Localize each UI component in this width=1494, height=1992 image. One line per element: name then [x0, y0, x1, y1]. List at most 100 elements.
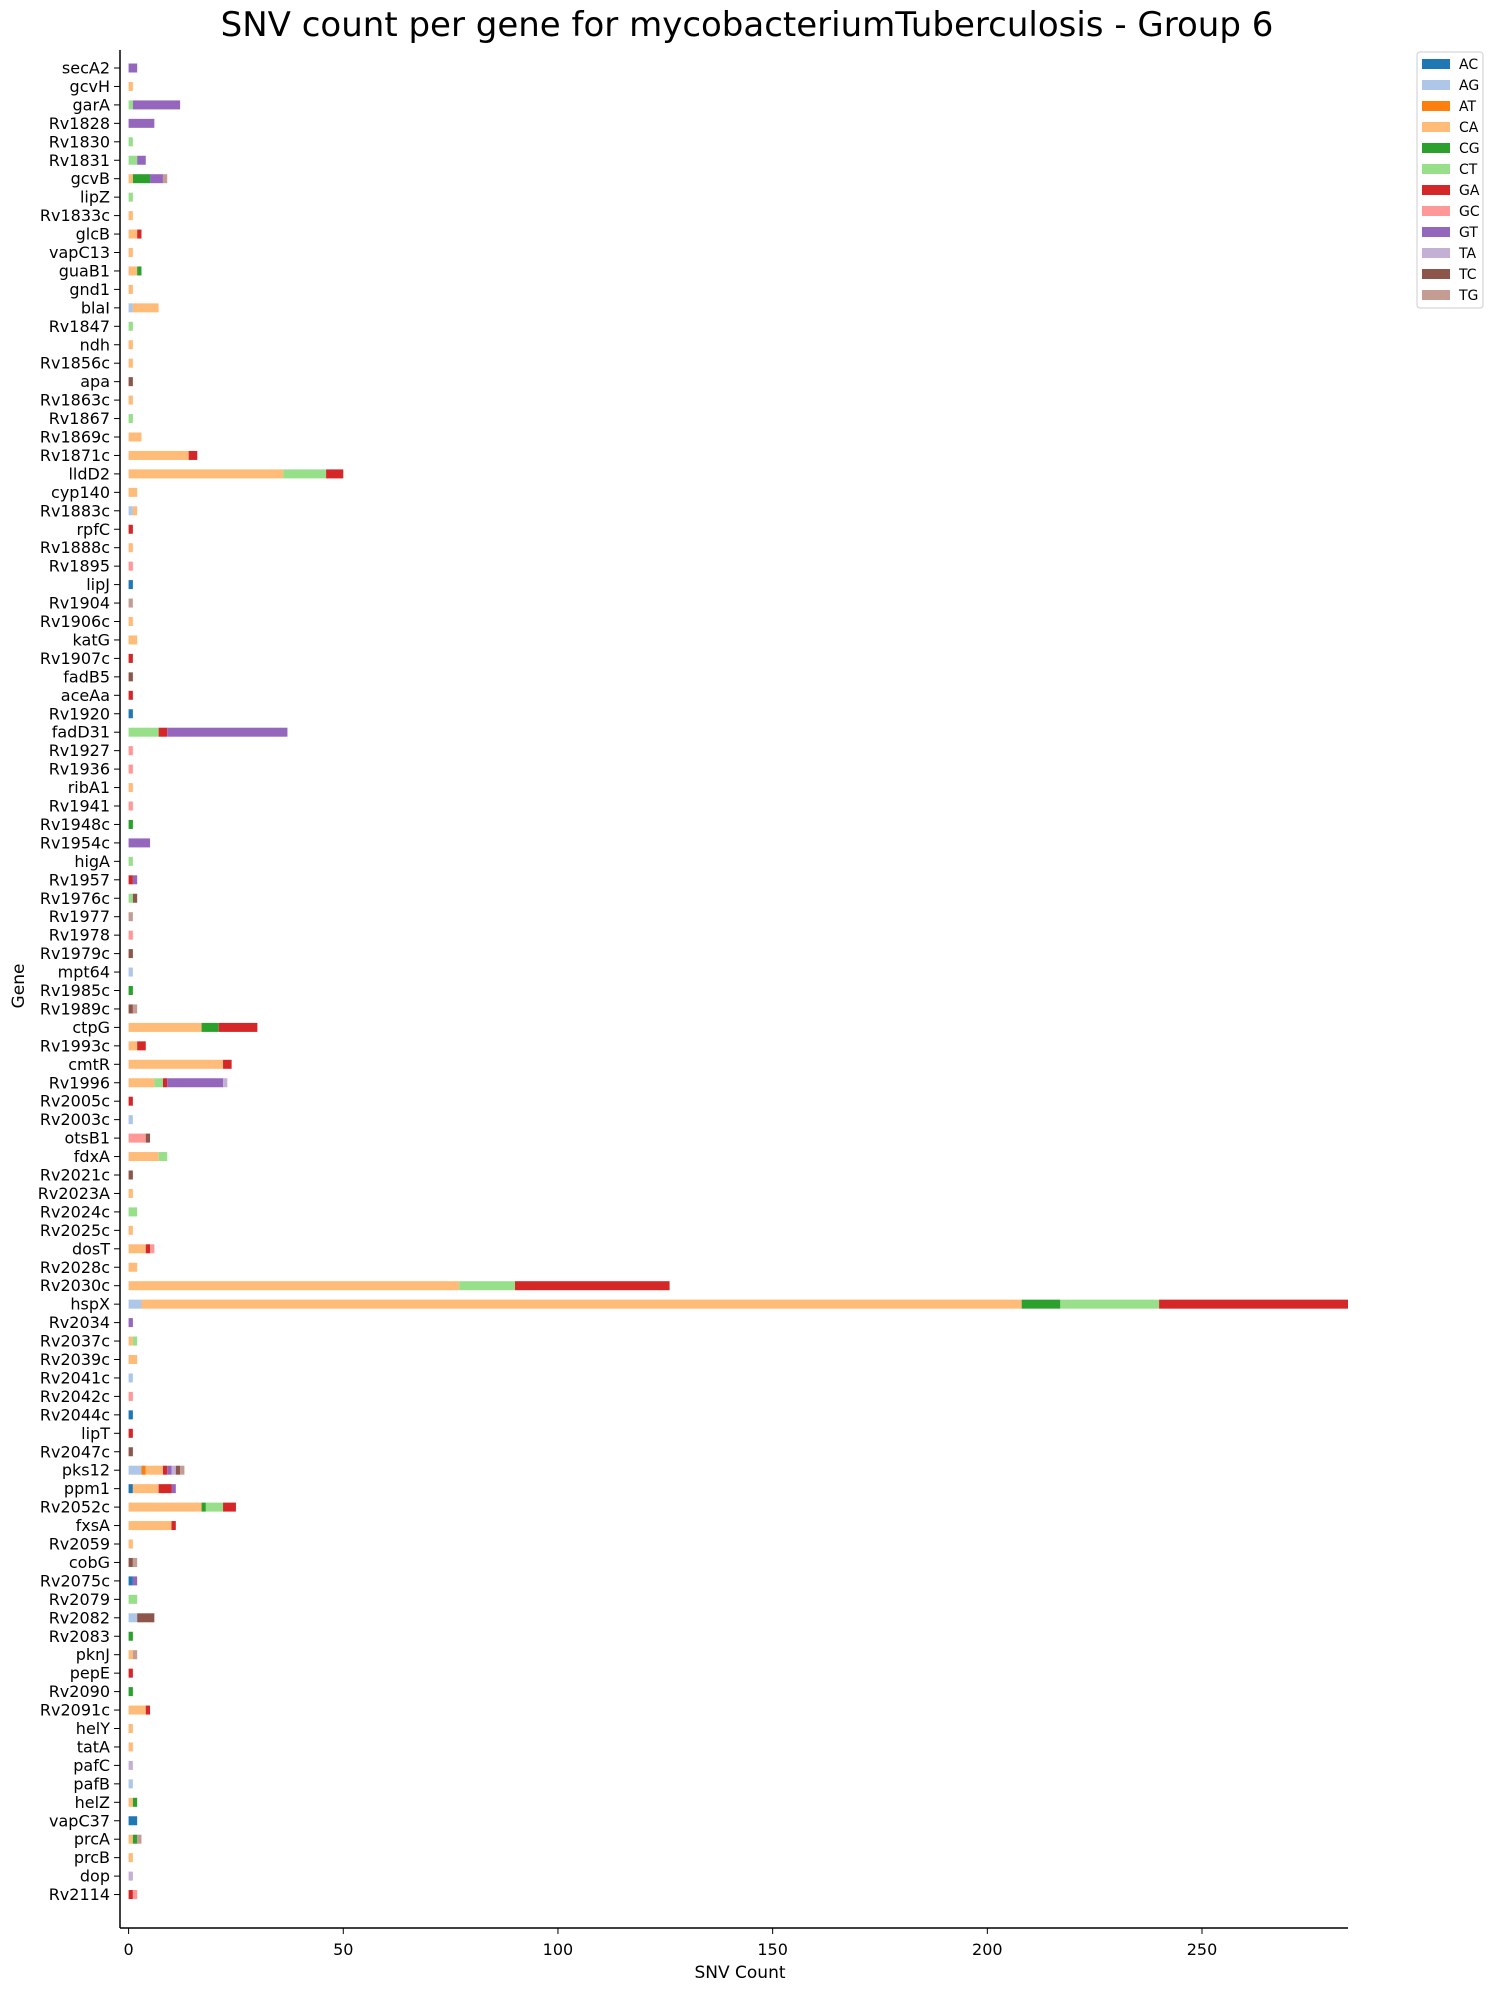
- x-tick-label: 200: [972, 1940, 1003, 1959]
- bar-Rv1978-GC: [128, 930, 133, 940]
- bar-Rv2024c-CT: [128, 1207, 138, 1217]
- y-tick-label: Rv2114: [49, 1885, 110, 1904]
- bar-Rv2075c-AC: [128, 1576, 133, 1586]
- legend-swatch-GA: [1422, 185, 1450, 195]
- bar-Rv1920-AC: [128, 709, 133, 719]
- bar-Rv1831-CT: [128, 155, 138, 165]
- bar-gcvB-CA: [128, 174, 133, 184]
- bar-Rv1996-CA: [128, 1078, 155, 1088]
- y-tick-label: Rv2079: [49, 1590, 110, 1609]
- x-tick-label: 0: [123, 1940, 133, 1959]
- bar-otsB1-GC: [128, 1133, 146, 1143]
- bar-Rv2082-AG: [128, 1613, 138, 1623]
- y-tick-label: cmtR: [68, 1055, 110, 1074]
- y-tick-label: Rv1936: [49, 760, 110, 779]
- y-tick-label: Rv1941: [49, 797, 110, 816]
- legend-label-GC: GC: [1459, 204, 1480, 220]
- bar-glcB-GA: [137, 229, 142, 239]
- y-tick-label: tatA: [77, 1737, 110, 1756]
- bar-lipJ-AC: [128, 580, 133, 590]
- bar-Rv1888c-CA: [128, 543, 133, 553]
- bar-secA2-GT: [128, 63, 138, 73]
- y-tick-label: helY: [76, 1719, 110, 1738]
- y-tick-label: Rv2030c: [40, 1276, 110, 1295]
- y-tick-label: Rv1948c: [40, 815, 110, 834]
- bar-lldD2-CT: [283, 469, 327, 479]
- legend-swatch-AT: [1422, 101, 1450, 111]
- legend-swatch-TA: [1422, 248, 1450, 258]
- bar-Rv1828-GT: [128, 118, 155, 128]
- bar-ppm1-GT: [171, 1484, 176, 1494]
- bar-fadB5-TC: [128, 672, 133, 682]
- bar-rpfC-GA: [128, 524, 133, 534]
- legend-label-CT: CT: [1459, 162, 1478, 178]
- bar-Rv2091c-GA: [145, 1705, 151, 1715]
- bar-Rv1831-GT: [137, 155, 146, 165]
- y-tick-label: Rv2082: [49, 1608, 110, 1627]
- y-axis-label: Gene: [9, 964, 29, 1009]
- legend-label-AG: AG: [1459, 78, 1479, 94]
- bar-vapC37-AC: [128, 1816, 138, 1826]
- legend-swatch-GC: [1422, 206, 1450, 216]
- bar-pks12-AG: [128, 1465, 142, 1475]
- bar-pks12-TC: [175, 1465, 181, 1475]
- bar-Rv2021c-TC: [128, 1170, 133, 1180]
- bar-garA-CT: [128, 100, 133, 110]
- x-tick-label: 100: [543, 1940, 574, 1959]
- bar-pks12-GA: [162, 1465, 168, 1475]
- bar-Rv2041c-AG: [128, 1373, 133, 1383]
- bar-Rv1996-TA: [223, 1078, 228, 1088]
- y-tick-label: Rv1907c: [40, 649, 110, 668]
- bar-Rv1996-CT: [154, 1078, 163, 1088]
- bar-Rv2075c-GT: [132, 1576, 138, 1586]
- bar-Rv1883c-AG: [128, 506, 133, 516]
- bar-Rv2079-CT: [128, 1594, 138, 1604]
- y-tick-label: fxsA: [76, 1516, 110, 1535]
- bar-Rv2082-TC: [137, 1613, 155, 1623]
- y-tick-label: Rv1856c: [40, 354, 110, 373]
- bar-fadD31-CT: [128, 727, 159, 737]
- bar-Rv2044c-AC: [128, 1410, 133, 1420]
- bar-gnd1-CA: [128, 284, 133, 294]
- y-tick-label: Rv1920: [49, 704, 110, 723]
- bar-Rv2052c-CA: [128, 1502, 202, 1512]
- y-tick-label: Rv2052c: [40, 1498, 110, 1517]
- bar-helY-CA: [128, 1724, 133, 1733]
- y-tick-label: Rv1867: [49, 409, 110, 428]
- bar-gcvB-TG: [162, 174, 168, 184]
- bar-Rv2114-GA: [128, 1890, 133, 1900]
- bar-guaB1-CA: [128, 266, 138, 276]
- y-tick-label: dosT: [72, 1239, 110, 1258]
- y-tick-label: Rv1993c: [40, 1036, 110, 1055]
- bar-Rv2052c-CT: [205, 1502, 224, 1512]
- legend-label-GA: GA: [1459, 183, 1480, 199]
- y-tick-label: Rv1831: [49, 151, 110, 170]
- bar-hspX-CG: [1021, 1299, 1061, 1309]
- bar-Rv2091c-CA: [128, 1705, 146, 1715]
- legend-swatch-CA: [1422, 122, 1450, 132]
- x-tick-label: 150: [757, 1940, 788, 1959]
- y-tick-label: vapC37: [49, 1811, 110, 1830]
- bar-Rv2083-CG: [128, 1631, 133, 1641]
- bar-Rv2028c-CA: [128, 1262, 138, 1272]
- y-tick-label: cyp140: [51, 483, 110, 502]
- bar-prcA-TG: [137, 1834, 142, 1844]
- y-tick-label: prcA: [74, 1830, 110, 1849]
- y-tick-label: secA2: [62, 59, 110, 78]
- legend-swatch-CT: [1422, 164, 1450, 174]
- bar-Rv2003c-AG: [128, 1115, 133, 1125]
- bar-pks12-AT: [141, 1465, 146, 1475]
- legend-label-CG: CG: [1459, 141, 1480, 157]
- y-tick-label: Rv1828: [49, 114, 110, 133]
- y-tick-label: Rv1979c: [40, 944, 110, 963]
- x-tick-layer: 0 50 100 150 200 250: [123, 1928, 1217, 1959]
- bars-layer: [128, 63, 1348, 1900]
- y-tick-label: Rv1977: [49, 907, 110, 926]
- bar-Rv1993c-CA: [128, 1041, 138, 1051]
- x-tick-label: 250: [1187, 1940, 1218, 1959]
- bar-dop-TA: [128, 1871, 133, 1881]
- bar-Rv2034-GT: [128, 1318, 133, 1328]
- y-tick-label: guaB1: [59, 261, 110, 280]
- y-tick-label: Rv2003c: [40, 1110, 110, 1129]
- y-tick-label: Rv1978: [49, 926, 110, 945]
